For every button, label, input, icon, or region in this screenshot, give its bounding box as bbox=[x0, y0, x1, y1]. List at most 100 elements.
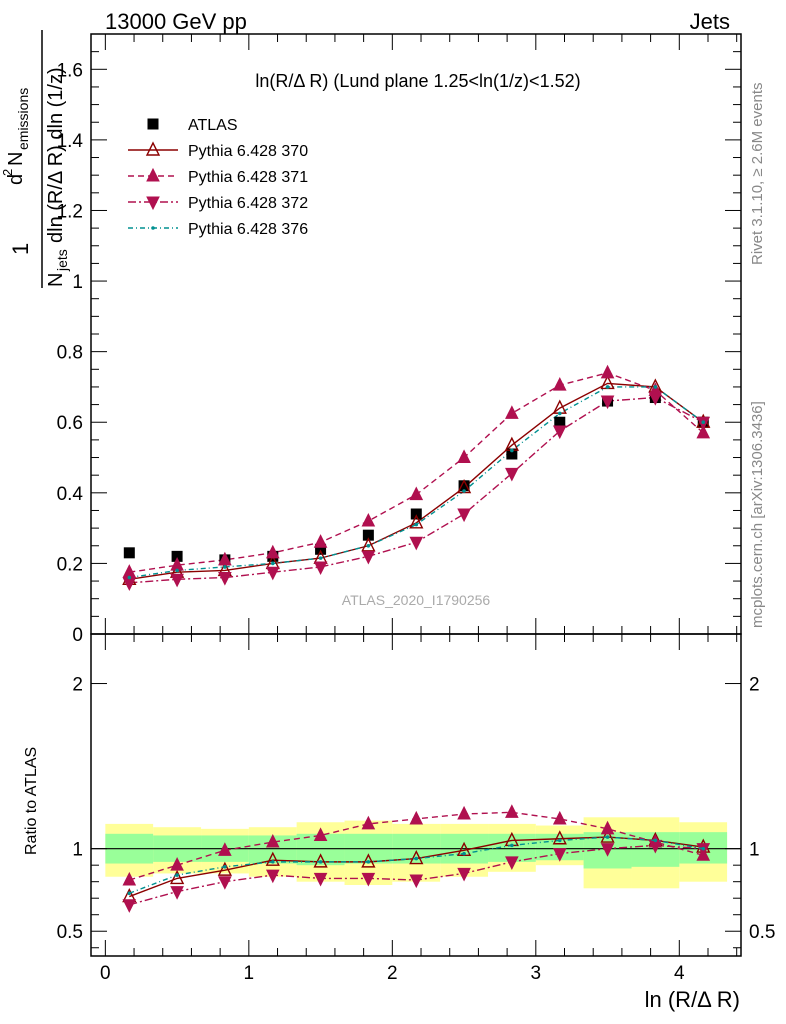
pythia-371-point bbox=[552, 377, 567, 391]
ratio-point-370 bbox=[552, 830, 567, 845]
pythia-372-point bbox=[361, 550, 376, 565]
pythia-376-point bbox=[510, 448, 514, 453]
main-y-tick-label: 1.4 bbox=[57, 131, 84, 152]
pythia-376-point bbox=[701, 420, 706, 425]
legend-marker bbox=[147, 118, 159, 130]
main-y-label: 1 d 2 N emissions N jets dln (R/Δ R) dln… bbox=[0, 30, 70, 288]
ylabel-n: N bbox=[5, 152, 27, 166]
pythia-371-point bbox=[600, 364, 615, 379]
ratio-point-372 bbox=[600, 843, 615, 857]
ratio-y-tick-label: 2 bbox=[72, 675, 83, 696]
pythia-371-point bbox=[218, 551, 232, 566]
atlas-point bbox=[123, 547, 135, 559]
x-axis-label: ln (R/Δ R) bbox=[645, 987, 740, 1012]
pythia-376-point bbox=[605, 385, 610, 389]
pythia-372-point bbox=[457, 508, 471, 523]
legend-label: Pythia 6.428 371 bbox=[188, 169, 308, 186]
watermark: ATLAS_2020_I1790256 bbox=[342, 592, 491, 608]
pythia-372-point bbox=[409, 536, 424, 551]
pythia-376-point bbox=[462, 489, 466, 493]
pythia-372-point bbox=[265, 566, 280, 581]
pythia-371-point bbox=[505, 405, 519, 419]
ylabel-d: d bbox=[5, 174, 27, 185]
ylabel-den-rest: dln (R/Δ R) dln (1/z) bbox=[45, 67, 67, 243]
side-text-mcplots: mcplots.cern.ch [arXiv:1306.3436] bbox=[749, 401, 766, 628]
pythia-371-point bbox=[361, 512, 376, 527]
ratio-point-376 bbox=[701, 846, 706, 851]
ratio-point-372 bbox=[313, 872, 328, 887]
ratio-point-376 bbox=[127, 891, 132, 896]
plot-title: ln(R/Δ R) (Lund plane 1.25<ln(1/z)<1.52) bbox=[255, 71, 580, 91]
ratio-point-372 bbox=[505, 856, 519, 870]
pythia-376-point bbox=[127, 575, 132, 580]
x-tick-label: 0 bbox=[100, 963, 111, 984]
pythia-372-point bbox=[600, 395, 615, 410]
pythia-372-point bbox=[170, 573, 184, 588]
pythia-376-point bbox=[318, 556, 323, 560]
ratio-point-376 bbox=[223, 865, 227, 869]
atlas-point bbox=[171, 550, 183, 562]
ylabel-d-text: d bbox=[5, 174, 27, 185]
pythia-371-point bbox=[696, 424, 711, 439]
ratio-point-372 bbox=[218, 876, 232, 890]
ratio-point-376 bbox=[653, 838, 658, 843]
atlas-point bbox=[458, 480, 470, 492]
atlas-point bbox=[362, 529, 374, 541]
pythia-376-point bbox=[414, 522, 419, 527]
ratio-point-370 bbox=[217, 861, 233, 876]
ylabel-den-n: N bbox=[45, 273, 67, 287]
main-y-tick-label: 0.4 bbox=[57, 484, 84, 505]
ratio-point-372 bbox=[409, 874, 424, 889]
main-y-tick-label: 0 bbox=[72, 625, 83, 646]
main-y-tick-label: 0.6 bbox=[57, 413, 83, 434]
main-y-tick-label: 1.2 bbox=[57, 201, 83, 222]
ratio-point-371 bbox=[361, 815, 376, 830]
x-tick-label: 2 bbox=[387, 963, 398, 984]
legend: ATLAS Pythia 6.428 370 Pythia 6.428 371 Pyt… bbox=[128, 117, 308, 238]
pythia-372-point bbox=[552, 425, 567, 440]
x-tick-label: 4 bbox=[674, 963, 685, 984]
ratio-point-376 bbox=[366, 860, 371, 864]
ratio-point-371 bbox=[505, 804, 519, 818]
pythia-371-point bbox=[457, 449, 471, 464]
main-y-tick-label: 1 bbox=[72, 272, 83, 293]
ratio-point-370 bbox=[600, 828, 615, 843]
pythia-371-point bbox=[265, 544, 280, 559]
ratio-point-371 bbox=[313, 827, 328, 841]
legend-marker bbox=[146, 196, 160, 211]
legend-label: Pythia 6.428 372 bbox=[188, 195, 308, 212]
main-y-tick-label: 0.2 bbox=[57, 554, 83, 575]
pythia-372-point bbox=[313, 561, 328, 576]
pythia-372-point bbox=[218, 572, 232, 586]
ratio-point-370 bbox=[169, 869, 185, 885]
pythia-371-point bbox=[313, 534, 328, 548]
legend-marker bbox=[151, 226, 155, 230]
ratio-point-372 bbox=[552, 848, 567, 862]
ylabel-n-sub: emissions bbox=[15, 88, 31, 150]
ratio-point-372 bbox=[265, 869, 280, 884]
ratio-point-371 bbox=[265, 833, 280, 848]
pythia-376-point bbox=[270, 561, 275, 566]
ratio-y-label: Ratio to ATLAS bbox=[23, 747, 40, 855]
ratio-point-370 bbox=[361, 853, 376, 868]
atlas-point bbox=[410, 508, 422, 520]
legend-label: ATLAS bbox=[188, 117, 238, 134]
atlas-point bbox=[554, 416, 566, 428]
ratio-point-376 bbox=[270, 860, 275, 864]
pythia-372-point bbox=[505, 467, 519, 482]
legend-marker bbox=[145, 141, 161, 156]
ratio-point-376 bbox=[557, 838, 562, 843]
pythia-371-point bbox=[409, 486, 424, 501]
main-panel: 0 0.2 0.4 0.6 0.8 1 1.2 1.4 1.6 bbox=[57, 33, 742, 646]
legend-label: Pythia 6.428 370 bbox=[188, 143, 308, 160]
ratio-point-371 bbox=[122, 871, 137, 886]
legend-marker bbox=[146, 167, 160, 182]
ratio-y-tick-label-right: 1 bbox=[749, 840, 760, 861]
header-left: 13000 GeV pp bbox=[105, 9, 247, 34]
ylabel-sup: 2 bbox=[0, 169, 15, 176]
atlas-point bbox=[506, 448, 518, 460]
ratio-y-tick-label: 1 bbox=[72, 840, 83, 861]
pythia-376-point bbox=[557, 411, 562, 416]
ratio-point-371 bbox=[457, 805, 471, 820]
